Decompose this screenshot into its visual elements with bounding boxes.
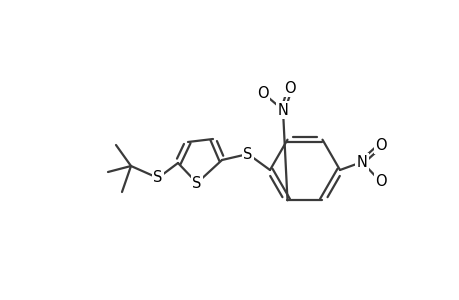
Text: N: N <box>356 154 367 169</box>
Text: S: S <box>243 146 252 161</box>
Text: O: O <box>375 175 386 190</box>
Text: S: S <box>192 176 201 190</box>
Text: N: N <box>277 103 288 118</box>
Text: S: S <box>153 170 162 185</box>
Text: O: O <box>257 85 268 100</box>
Text: O: O <box>284 80 295 95</box>
Text: O: O <box>375 137 386 152</box>
